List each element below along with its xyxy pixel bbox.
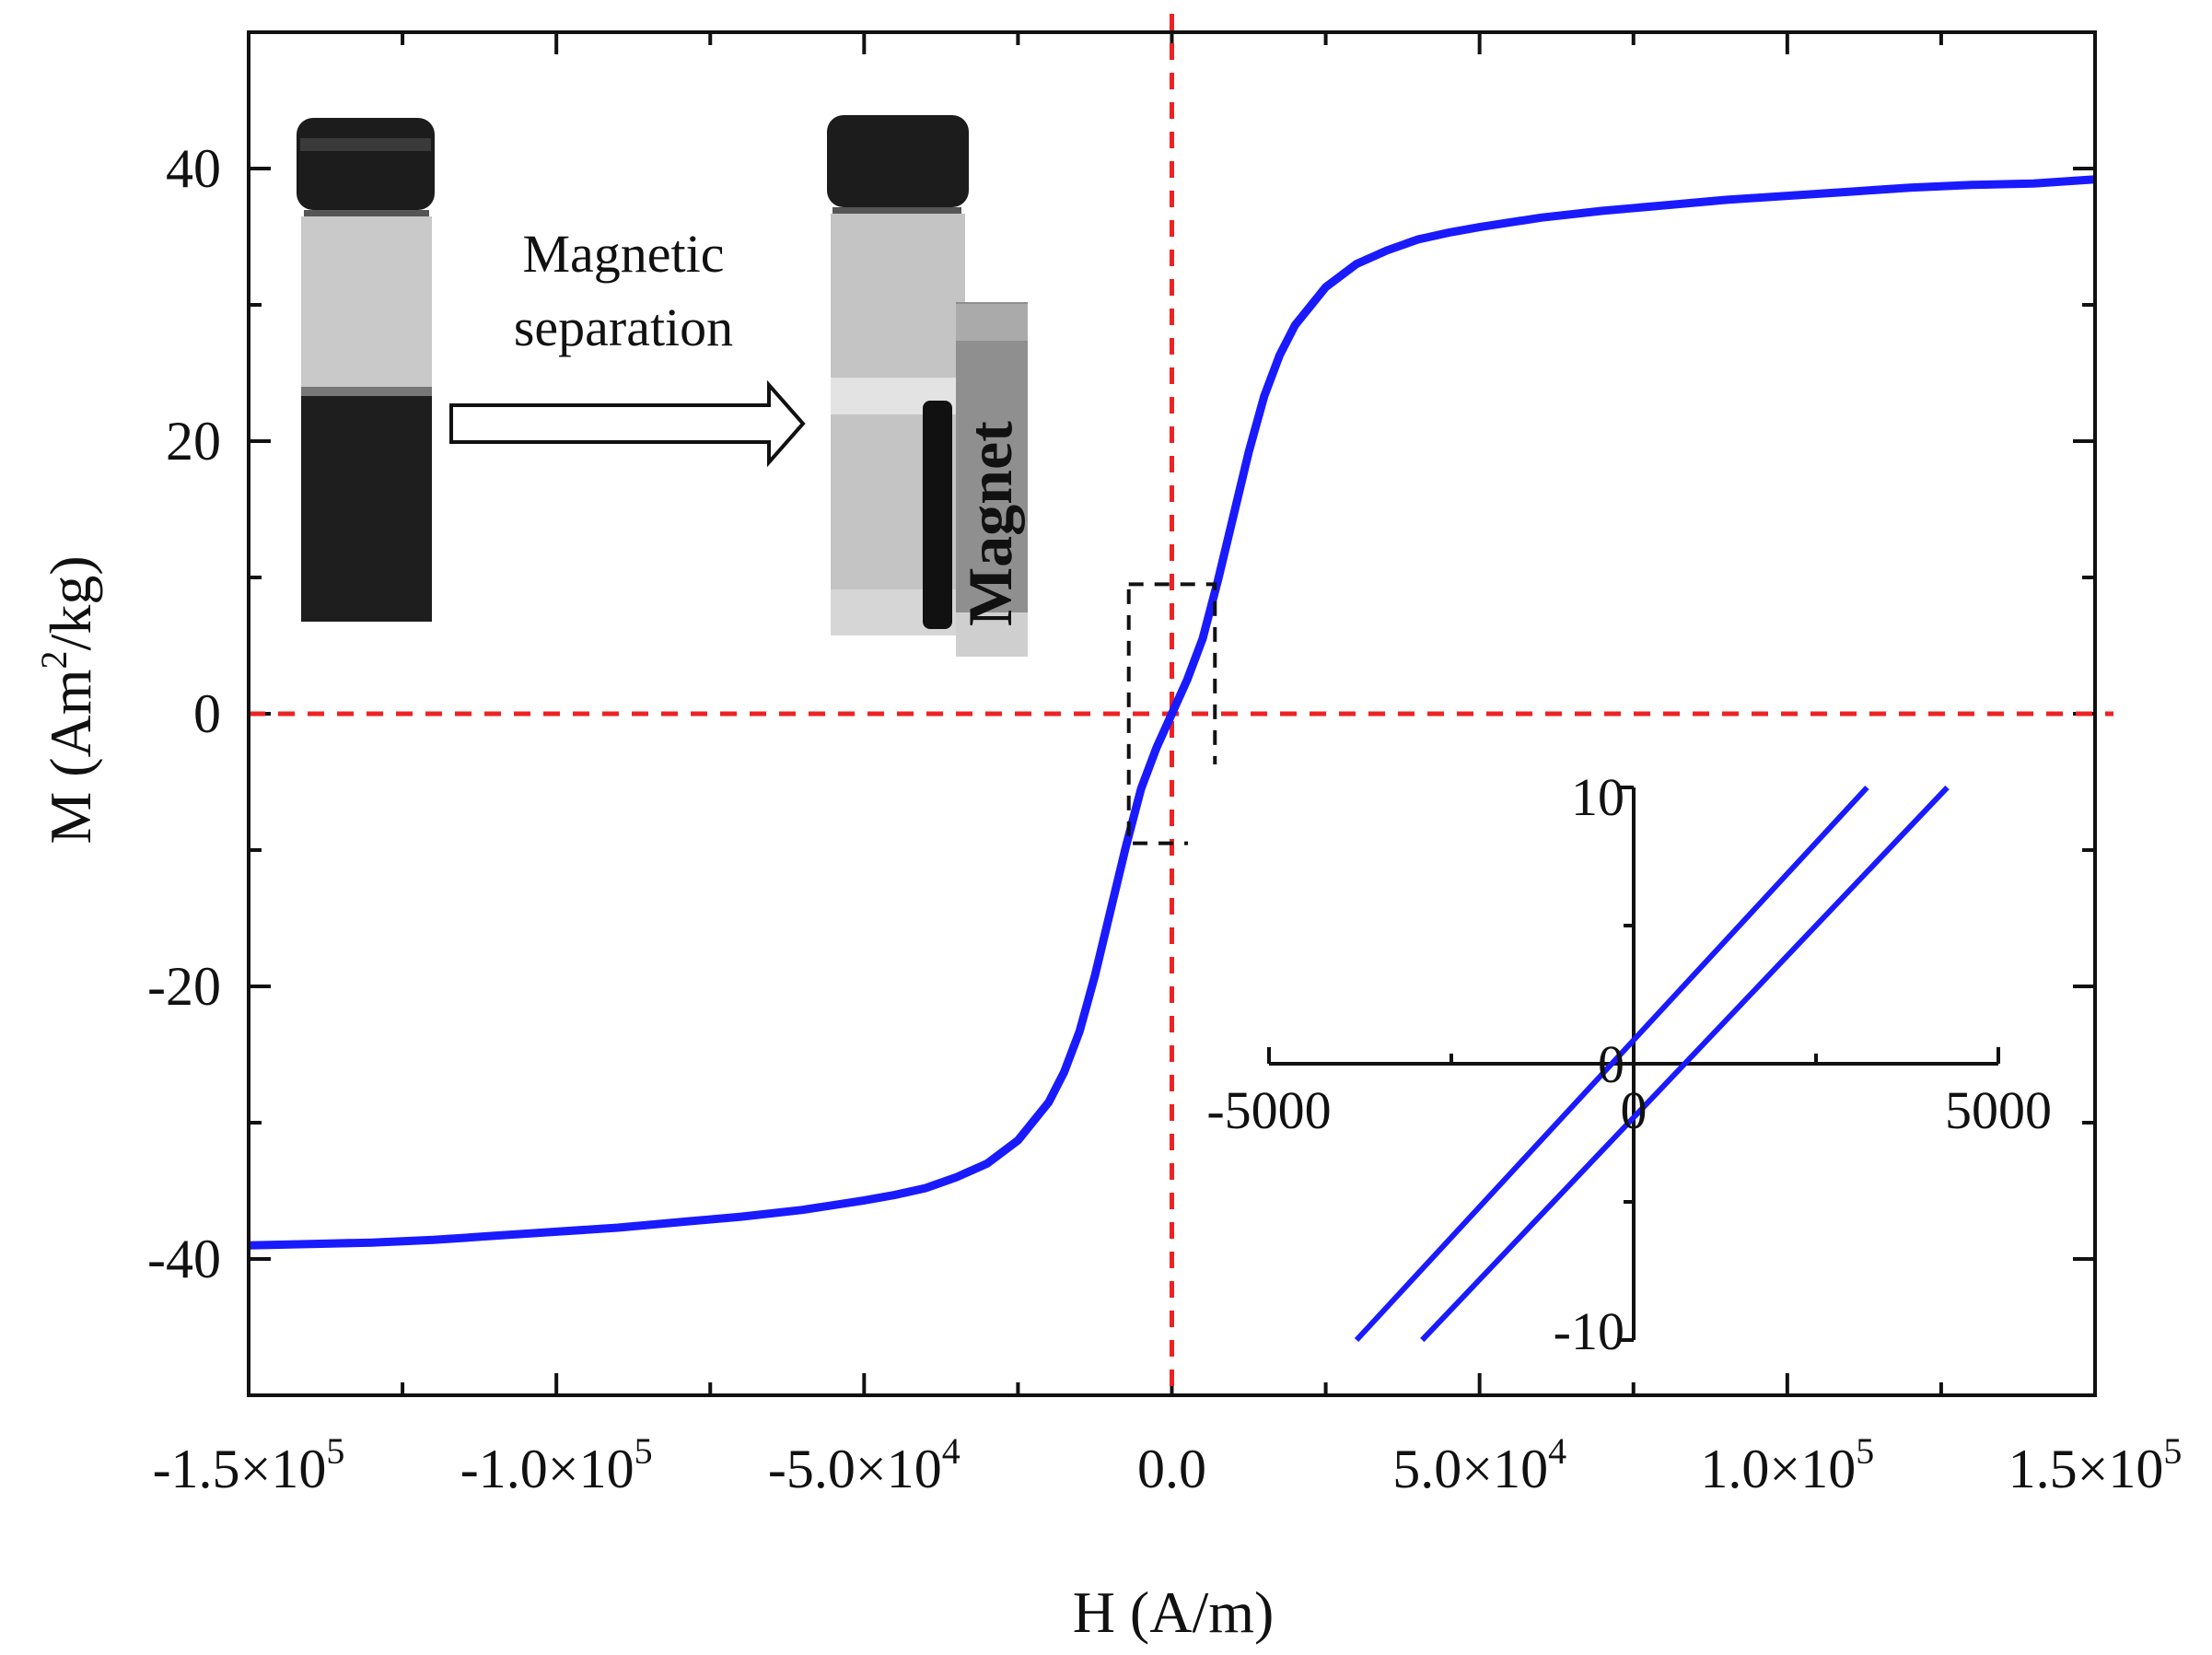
magnet-label: Magnet <box>955 421 1025 626</box>
caption-line1: Magnetic <box>522 224 724 284</box>
vial-before <box>297 118 435 622</box>
inset-x-tick-label: 0 <box>1621 1080 1647 1140</box>
caption-line2: separation <box>514 297 733 357</box>
y-tick-label: 20 <box>166 411 221 472</box>
inset-x-tick-label: -5000 <box>1206 1080 1331 1140</box>
inset-background <box>1188 764 2044 1372</box>
inset-x-tick-label: 5000 <box>1945 1080 2052 1140</box>
x-tick-label: 1.5×105 <box>2008 1430 2183 1499</box>
x-tick-label: -5.0×104 <box>768 1430 960 1499</box>
x-tick-label: 0.0 <box>1137 1439 1206 1499</box>
x-tick-label: 1.0×105 <box>1700 1430 1874 1499</box>
x-tick-label: -1.5×105 <box>153 1430 345 1499</box>
x-tick-label: -1.0×105 <box>460 1430 653 1499</box>
x-tick-labels: -1.5×105 -1.0×105 -5.0×104 0.0 5.0×104 1.0×10… <box>153 1430 2183 1499</box>
photo-inset: Magnetic separation Magnet <box>297 115 1028 657</box>
y-tick-label: -40 <box>147 1229 221 1289</box>
inset-y-tick-label: 10 <box>1571 767 1624 827</box>
x-axis-title: H (A/m) <box>1073 1579 1275 1645</box>
y-tick-label: -20 <box>147 956 221 1017</box>
inset-chart: -5000 0 5000 10 0 -10 <box>1188 764 2052 1372</box>
separation-arrow <box>449 379 806 468</box>
y-tick-label: 40 <box>166 138 221 199</box>
inset-branch-line <box>1420 785 1950 1343</box>
inset-y-tick-label: 0 <box>1598 1034 1624 1094</box>
zoom-box <box>1126 582 1217 845</box>
inset-tick-labels: -5000 0 5000 10 0 -10 <box>1206 767 2052 1361</box>
series-line-hysteresis <box>248 175 2096 1250</box>
y-tick-labels: -40 -20 0 20 40 <box>147 138 221 1289</box>
inset-y-tick-label: -10 <box>1554 1301 1624 1361</box>
x-tick-label: 5.0×104 <box>1392 1430 1566 1499</box>
magnet-block: Magnet <box>955 302 1028 657</box>
inset-branch-line <box>1354 785 1869 1343</box>
main-chart: -1.5×105 -1.0×105 -5.0×104 0.0 5.0×104 1.0×10… <box>33 14 2182 1645</box>
inset-axes <box>1267 786 2000 1342</box>
vial-after <box>827 115 969 635</box>
inset-lines <box>1354 785 1950 1343</box>
y-axis-title: M (Am2/kg) <box>33 555 103 844</box>
y-tick-label: 0 <box>193 683 221 744</box>
plot-frame <box>247 30 2097 1397</box>
